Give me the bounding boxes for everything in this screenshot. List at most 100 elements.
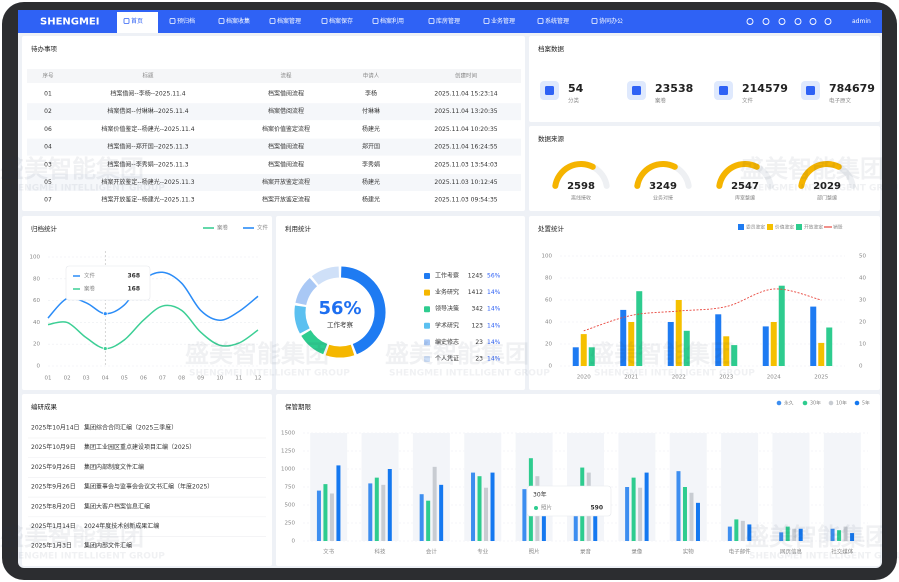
header-icon[interactable] xyxy=(794,18,802,25)
legend-label: 文件 xyxy=(257,224,269,232)
bar xyxy=(723,336,730,366)
y-tick-label: 80 xyxy=(545,276,552,282)
table-cell: 2025.11.04 16:24:55 xyxy=(434,144,497,151)
bar xyxy=(593,492,598,541)
compilation-date: 2025年10月14日 xyxy=(31,424,80,432)
legend-swatch xyxy=(424,289,430,296)
donut-segment xyxy=(311,266,340,286)
bar xyxy=(810,306,817,366)
row-bg xyxy=(27,138,521,156)
compilation-title: 集团工业园区重点建设项目汇编（2025） xyxy=(84,443,195,451)
bar xyxy=(734,519,739,541)
bar xyxy=(580,334,587,366)
category-band xyxy=(464,433,502,541)
category-band xyxy=(823,433,861,541)
header-icon[interactable] xyxy=(778,18,786,25)
compilation-title: 集团内部制度文件汇编 xyxy=(84,463,144,471)
x-tick-label: 照片 xyxy=(529,548,540,556)
x-tick-label: 网页信息 xyxy=(780,548,803,556)
tooltip-value: 368 xyxy=(127,273,140,280)
y-tick-label: 500 xyxy=(285,503,296,509)
nav-icon xyxy=(123,18,130,24)
nav-icon xyxy=(537,18,544,24)
nav-item: 档案保存 xyxy=(329,17,353,25)
table-cell: 2025.11.04 15:23:14 xyxy=(434,91,497,98)
legend-swatch xyxy=(854,400,860,406)
stat-icon-inner xyxy=(719,86,728,95)
bar xyxy=(826,327,833,366)
bar xyxy=(628,322,635,366)
bar xyxy=(329,493,334,541)
x-tick-label: 2025 xyxy=(814,375,828,381)
gauge-arc xyxy=(716,161,760,189)
bar xyxy=(731,345,738,366)
legend-swatch xyxy=(796,224,802,230)
stat-value: 23538 xyxy=(655,82,693,95)
panel-title: 数据来源 xyxy=(538,134,565,143)
compilation-title: 2024年度技术创新成果汇编 xyxy=(84,522,159,530)
nav-item: 预归档 xyxy=(177,17,195,25)
header-icon[interactable] xyxy=(762,18,770,25)
tooltip xyxy=(526,485,612,517)
nav-item: 库房管理 xyxy=(436,17,460,25)
watermark: 盛美智能集团 xyxy=(740,155,884,183)
y-tick-label: 0 xyxy=(292,539,296,545)
legend-label: 永久 xyxy=(784,400,794,407)
user-name: admin xyxy=(852,18,871,25)
gauge-value: 2029 xyxy=(813,181,841,192)
bar xyxy=(843,526,848,541)
table-cell: 06 xyxy=(44,126,52,133)
header-icon[interactable] xyxy=(746,18,754,25)
table-cell: 2025.11.04 13:20:35 xyxy=(434,108,497,115)
stat-icon-inner xyxy=(632,86,641,95)
panel xyxy=(529,126,880,211)
compilation-title: 集团董事会与监事会会议文书汇编（年度2025） xyxy=(84,483,213,491)
legend-percent: 14% xyxy=(487,322,501,329)
legend-swatch xyxy=(738,224,744,230)
header-icon[interactable] xyxy=(809,18,817,25)
bar xyxy=(387,469,392,541)
bar xyxy=(644,472,649,541)
y-tick-label: 60 xyxy=(545,298,552,304)
tooltip-label: 文件 xyxy=(84,272,96,280)
nav-item: 系统管理 xyxy=(545,17,569,25)
y-tick-label: 80 xyxy=(33,276,40,282)
table-cell: 2025.11.03 09:54:35 xyxy=(434,197,497,204)
bar xyxy=(323,484,328,541)
panel-title: 编研成果 xyxy=(31,402,58,411)
legend-label: 5年 xyxy=(862,400,870,407)
bar xyxy=(522,489,527,541)
bar xyxy=(316,490,321,541)
y-tick-label: 50 xyxy=(859,254,866,260)
bar xyxy=(636,291,643,366)
panel-title: 保管期限 xyxy=(285,402,312,411)
bar xyxy=(818,342,825,366)
watermark: 盛美智能集团 xyxy=(745,523,889,551)
x-tick-label: 2022 xyxy=(672,375,686,381)
donut-segment xyxy=(301,329,328,355)
category-band xyxy=(618,433,656,541)
x-tick-label: 社交媒体 xyxy=(831,548,854,556)
category-band xyxy=(361,433,399,541)
nav-icon xyxy=(218,18,225,24)
x-tick-label: 录音 xyxy=(580,548,592,556)
series-line xyxy=(583,288,822,332)
x-tick-label: 06 xyxy=(140,376,147,382)
legend-swatch xyxy=(828,400,834,406)
legend-percent: 56% xyxy=(487,273,501,280)
header-icon[interactable] xyxy=(824,18,832,25)
x-tick-label: 电子邮件 xyxy=(729,548,752,556)
category-band xyxy=(721,433,759,541)
legend-label: 销毁 xyxy=(833,224,843,231)
bar xyxy=(374,477,379,541)
bar xyxy=(477,476,482,541)
legend-swatch xyxy=(424,356,430,362)
legend-swatch xyxy=(802,400,808,406)
bar xyxy=(419,494,424,541)
table-cell: 档案开放鉴定--杨建光--2025.11.3 xyxy=(101,196,194,204)
y-tick-label: 0 xyxy=(859,364,863,370)
nav-icon xyxy=(591,18,598,24)
bar xyxy=(675,300,682,366)
bar xyxy=(336,465,341,541)
